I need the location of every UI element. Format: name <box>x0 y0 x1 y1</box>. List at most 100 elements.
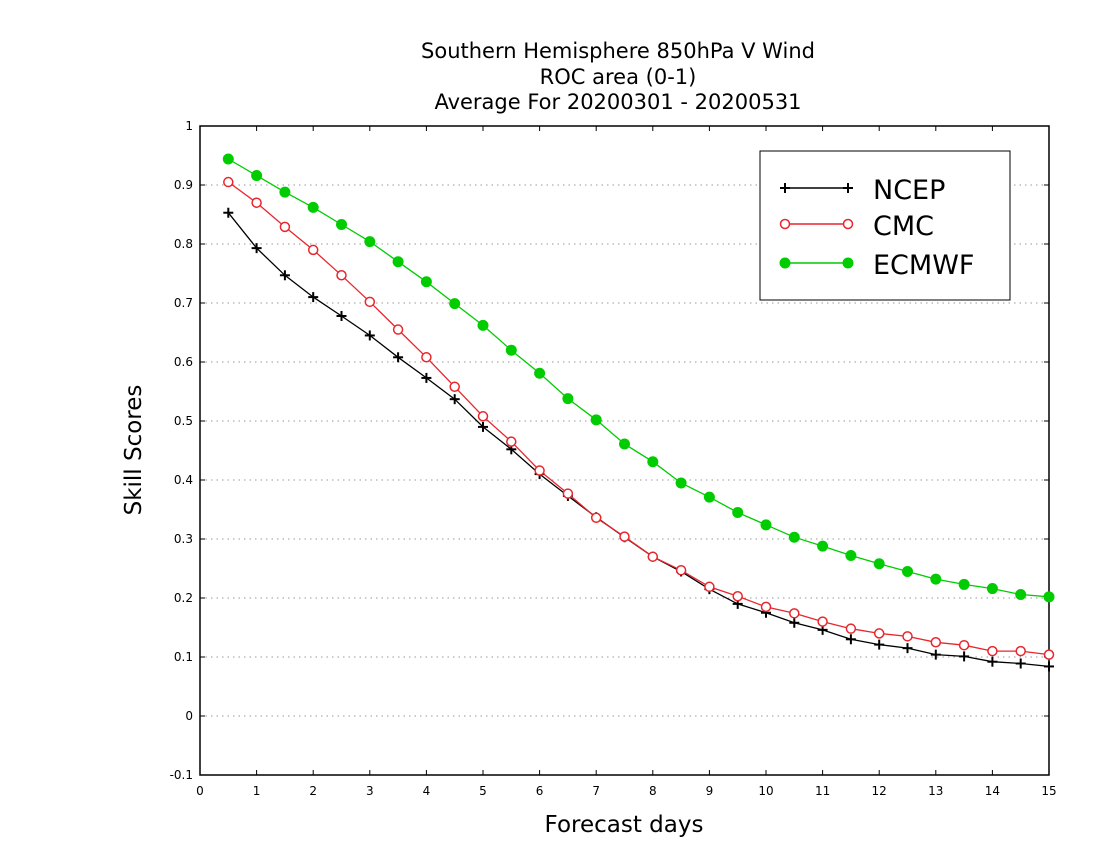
data-point-ecmwf <box>364 236 376 248</box>
y-tick-label: 0.2 <box>174 591 193 605</box>
y-tick-label: 0.9 <box>174 178 193 192</box>
x-tick-label: 12 <box>872 784 887 798</box>
x-tick-label: 1 <box>253 784 261 798</box>
x-tick-label: 11 <box>815 784 830 798</box>
data-point-cmc <box>817 616 828 627</box>
data-point-ncep <box>223 207 234 218</box>
data-point-ncep <box>1015 658 1026 669</box>
legend-label-ncep: NCEP <box>873 175 945 206</box>
legend-marker-ncep <box>780 183 790 193</box>
data-point-ncep <box>336 310 347 321</box>
data-point-ecmwf <box>562 393 574 405</box>
plot-frame <box>199 125 1050 776</box>
data-point-ecmwf <box>279 186 291 198</box>
data-point-cmc <box>534 465 545 476</box>
y-tick-label: -0.1 <box>170 768 193 782</box>
x-tick-label: 8 <box>649 784 657 798</box>
data-point-ecmwf <box>477 319 489 331</box>
data-point-cmc <box>619 531 630 542</box>
data-point-cmc <box>562 488 574 499</box>
data-point-cmc <box>336 270 347 281</box>
data-point-ecmwf <box>307 201 319 213</box>
data-point-cmc <box>223 176 234 188</box>
data-point-cmc <box>477 411 489 422</box>
data-point-ecmwf <box>732 506 744 518</box>
x-tick-label: 15 <box>1041 784 1056 798</box>
data-point-cmc <box>987 645 998 657</box>
x-tick-label: 14 <box>985 784 1000 798</box>
axis-ticks: -0.100.10.20.30.40.50.60.70.80.910 1 2 3 4 5 6… <box>170 119 1057 798</box>
data-point-ecmwf <box>930 573 942 585</box>
data-point-ecmwf <box>392 256 404 268</box>
data-point-cmc <box>902 631 913 642</box>
data-point-cmc <box>421 352 432 363</box>
chart-title-line-3: Average For 20200301 - 20200531 <box>434 90 801 114</box>
data-point-ecmwf <box>336 219 347 231</box>
data-point-ecmwf <box>222 153 234 165</box>
data-point-ecmwf <box>449 298 461 310</box>
data-point-cmc <box>590 512 602 524</box>
legend-marker-cmc <box>842 218 854 230</box>
y-axis-label: Skill Scores <box>121 385 147 516</box>
data-point-cmc <box>506 436 517 447</box>
chart-title-line-1: Southern Hemisphere 850hPa V Wind <box>421 39 815 63</box>
y-tick-label: 0.8 <box>174 237 193 251</box>
legend-label-cmc: CMC <box>873 211 934 242</box>
y-tick-label: 0.7 <box>174 296 193 310</box>
data-point-ncep <box>251 243 262 254</box>
data-point-cmc <box>251 197 262 208</box>
data-point-ecmwf <box>817 540 829 552</box>
data-point-ecmwf <box>534 367 546 379</box>
data-point-cmc <box>449 381 460 393</box>
y-tick-label: 0.4 <box>174 473 193 487</box>
data-point-ecmwf <box>788 531 800 543</box>
data-point-cmc <box>732 590 743 602</box>
x-tick-label: 3 <box>366 784 374 798</box>
data-point-ecmwf <box>1015 588 1027 600</box>
data-point-cmc <box>1043 649 1055 660</box>
data-point-ncep <box>449 394 460 405</box>
legend-marker-cmc <box>779 218 791 230</box>
data-point-ncep <box>789 617 800 628</box>
x-tick-label: 2 <box>309 784 317 798</box>
legend: NCEP CMC ECMWF <box>759 150 1011 301</box>
y-tick-label: 0.5 <box>174 414 193 428</box>
data-point-ecmwf <box>420 276 432 288</box>
series-cmc <box>223 176 1055 660</box>
data-point-ecmwf <box>986 583 998 595</box>
x-tick-label: 13 <box>928 784 943 798</box>
data-point-ecmwf <box>590 414 602 426</box>
legend-marker-ecmwf <box>842 257 854 269</box>
y-tick-label: 1 <box>185 119 193 133</box>
data-point-ncep <box>279 270 290 281</box>
x-tick-label: 6 <box>536 784 544 798</box>
data-point-cmc <box>958 639 970 651</box>
data-point-cmc <box>1015 645 1026 657</box>
series-layer <box>222 153 1055 672</box>
chart-title-line-2: ROC area (0-1) <box>540 65 697 89</box>
x-axis-label: Forecast days <box>545 812 704 838</box>
x-tick-label: 10 <box>758 784 773 798</box>
y-tick-label: 0.6 <box>174 355 193 369</box>
data-point-ecmwf <box>675 477 687 489</box>
legend-box <box>759 150 1011 301</box>
data-point-ncep <box>874 639 885 650</box>
y-tick-label: 0.3 <box>174 532 193 546</box>
data-point-cmc <box>873 628 885 639</box>
data-point-ncep <box>308 292 319 303</box>
data-point-cmc <box>307 244 319 256</box>
data-point-ecmwf <box>958 578 970 590</box>
data-point-ecmwf <box>619 438 630 450</box>
data-point-cmc <box>760 601 772 613</box>
legend-marker-ncep <box>843 183 853 193</box>
x-tick-label: 5 <box>479 784 487 798</box>
series-ecmwf <box>222 153 1055 603</box>
data-point-ncep <box>902 643 913 654</box>
legend-marker-ecmwf <box>779 257 791 269</box>
data-point-ecmwf <box>1043 591 1055 603</box>
data-point-ncep <box>364 330 375 341</box>
data-point-cmc <box>704 581 715 593</box>
data-point-cmc <box>845 623 857 634</box>
data-point-ecmwf <box>873 558 885 570</box>
